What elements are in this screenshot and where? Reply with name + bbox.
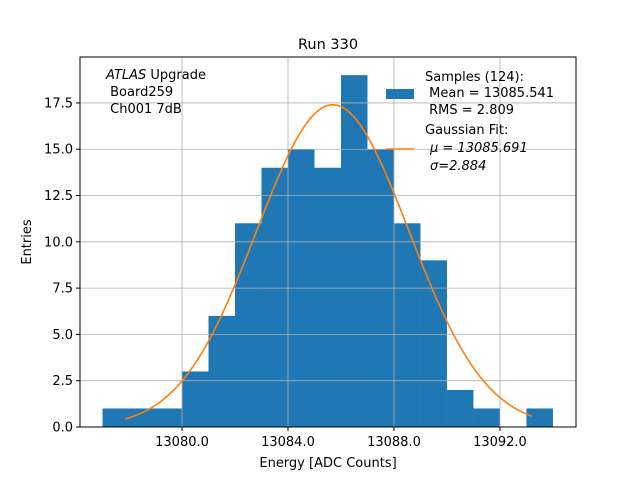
histogram-bar xyxy=(393,223,421,427)
histogram-bar xyxy=(102,408,130,427)
atlas-annotation: ATLAS Upgrade Board259 Ch001 7dB xyxy=(105,68,206,117)
x-tick-label: 13092.0 xyxy=(473,435,527,450)
atlas-label: ATLAS xyxy=(105,68,146,83)
histogram-bar xyxy=(446,389,474,427)
legend-fit-sigma: σ=2.884 xyxy=(430,159,486,174)
legend-fit-mu: μ = 13085.691 xyxy=(429,141,528,156)
y-tick-label: 2.5 xyxy=(52,374,73,389)
y-tick-label: 5.0 xyxy=(52,328,73,343)
y-tick-label: 7.5 xyxy=(52,282,73,297)
gaussian-fit-curve xyxy=(124,103,533,420)
legend: Samples (124): Mean = 13085.541 RMS = 2.… xyxy=(386,70,554,174)
legend-samples-rms: RMS = 2.809 xyxy=(425,103,514,118)
histogram-bar xyxy=(129,408,156,427)
histogram-bar xyxy=(182,371,209,427)
y-tick-label: 15.0 xyxy=(44,143,73,158)
upgrade-label: Upgrade xyxy=(146,68,206,83)
y-tick-label: 10.0 xyxy=(44,235,73,250)
legend-samples-swatch xyxy=(386,89,414,99)
histogram-bar xyxy=(526,408,553,427)
histogram-bar xyxy=(420,260,447,427)
x-tick-label: 13080.0 xyxy=(155,435,209,450)
histogram-bar xyxy=(235,223,262,427)
svg-text:ATLAS Upgrade: ATLAS Upgrade xyxy=(105,68,206,83)
legend-samples-title: Samples (124): xyxy=(425,70,524,85)
histogram-bar xyxy=(340,75,368,428)
legend-fit-title: Gaussian Fit: xyxy=(425,123,508,138)
y-tick-label: 17.5 xyxy=(44,96,73,111)
channel-label: Ch001 7dB xyxy=(106,102,182,117)
x-tick-label: 13088.0 xyxy=(367,435,421,450)
histogram-bar xyxy=(473,408,500,427)
histogram-bar xyxy=(261,167,288,428)
x-tick-label: 13084.0 xyxy=(261,435,315,450)
board-label: Board259 xyxy=(106,85,173,100)
y-tick-label: 12.5 xyxy=(44,189,73,204)
x-axis-label: Energy [ADC Counts] xyxy=(259,456,396,471)
histogram-bar xyxy=(155,408,183,427)
histogram-bar xyxy=(314,167,341,428)
legend-samples-mean: Mean = 13085.541 xyxy=(425,86,554,101)
y-axis-label: Entries xyxy=(20,219,35,265)
y-tick-label: 0.0 xyxy=(52,421,73,436)
chart-title: Run 330 xyxy=(298,37,358,53)
